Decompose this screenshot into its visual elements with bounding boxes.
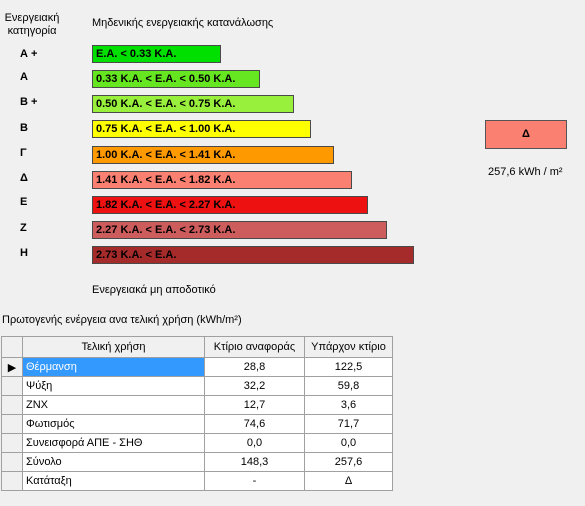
category-bar: 2.73 Κ.Α. < Ε.Α.: [92, 246, 414, 264]
row-header[interactable]: [1, 376, 23, 396]
category-letter: Β +: [20, 96, 38, 108]
category-bar: 0.33 Κ.Α. < Ε.Α. < 0.50 Κ.Α.: [92, 70, 260, 88]
category-letter: Η: [20, 247, 28, 259]
table-row[interactable]: Φωτισμός 74,6 71,7: [1, 414, 393, 434]
table-cell[interactable]: 32,2: [204, 376, 305, 396]
category-letter: Α +: [20, 48, 38, 60]
category-letter: Γ: [20, 147, 27, 159]
table-row[interactable]: ΖΝΧ 12,7 3,6: [1, 395, 393, 415]
category-bar: 0.75 Κ.Α. < Ε.Α. < 1.00 Κ.Α.: [92, 120, 311, 138]
category-header: Ενεργειακή κατηγορία: [2, 12, 62, 38]
category-bar: 1.82 Κ.Α. < Ε.Α. < 2.27 Κ.Α.: [92, 196, 368, 214]
table-row[interactable]: Ψύξη 32,2 59,8: [1, 376, 393, 396]
table-cell[interactable]: Ψύξη: [22, 376, 205, 396]
category-letter: Ζ: [20, 222, 27, 234]
row-header[interactable]: ▶: [1, 357, 23, 377]
table-cell[interactable]: 59,8: [304, 376, 393, 396]
table-row[interactable]: ▶ Θέρμανση 28,8 122,5: [1, 357, 393, 377]
table-cell[interactable]: 148,3: [204, 452, 305, 472]
row-header[interactable]: [1, 452, 23, 472]
table-cell[interactable]: Συνεισφορά ΑΠΕ - ΣΗΘ: [22, 433, 205, 453]
table-cell[interactable]: 257,6: [304, 452, 393, 472]
zero-consumption-label: Μηδενικής ενεργειακής κατανάλωσης: [92, 17, 274, 29]
category-bar: 1.00 Κ.Α. < Ε.Α. < 1.41 Κ.Α.: [92, 146, 334, 164]
table-cell[interactable]: Κατάταξη: [22, 471, 205, 491]
category-letter: Β: [20, 122, 28, 134]
table-cell[interactable]: Φωτισμός: [22, 414, 205, 434]
category-letter: Δ: [20, 172, 28, 184]
table-cell[interactable]: Σύνολο: [22, 452, 205, 472]
table-row[interactable]: Σύνολο 148,3 257,6: [1, 452, 393, 472]
column-header-final-use[interactable]: Τελική χρήση: [22, 336, 205, 358]
row-header[interactable]: [1, 395, 23, 415]
category-header-line1: Ενεργειακή: [4, 12, 60, 24]
table-cell[interactable]: 71,7: [304, 414, 393, 434]
table-row[interactable]: Κατάταξη - Δ: [1, 471, 393, 491]
rating-badge: Δ: [485, 120, 567, 149]
table-cell[interactable]: 74,6: [204, 414, 305, 434]
ineffective-label: Ενεργειακά μη αποδοτικό: [92, 284, 216, 296]
category-bar: Ε.Α. < 0.33 Κ.Α.: [92, 45, 221, 63]
table-row[interactable]: Συνεισφορά ΑΠΕ - ΣΗΘ 0,0 0,0: [1, 433, 393, 453]
row-header[interactable]: [1, 433, 23, 453]
table-cell[interactable]: 28,8: [204, 357, 305, 377]
row-header[interactable]: [1, 414, 23, 434]
energy-use-grid[interactable]: Τελική χρήση Κτίριο αναφοράς Υπάρχον κτί…: [1, 336, 393, 491]
grid-header-row: Τελική χρήση Κτίριο αναφοράς Υπάρχον κτί…: [1, 336, 393, 358]
category-bar: 1.41 Κ.Α. < Ε.Α. < 1.82 Κ.Α.: [92, 171, 352, 189]
column-header-existing-building[interactable]: Υπάρχον κτίριο: [304, 336, 393, 358]
column-header-reference-building[interactable]: Κτίριο αναφοράς: [204, 336, 305, 358]
table-cell[interactable]: Θέρμανση: [22, 357, 205, 377]
grid-corner: [1, 336, 23, 358]
table-cell[interactable]: 0,0: [304, 433, 393, 453]
category-letter: Ε: [20, 196, 28, 208]
table-cell[interactable]: -: [204, 471, 305, 491]
table-cell[interactable]: ΖΝΧ: [22, 395, 205, 415]
table-cell[interactable]: 122,5: [304, 357, 393, 377]
row-header[interactable]: [1, 471, 23, 491]
table-cell[interactable]: Δ: [304, 471, 393, 491]
category-bar: 0.50 Κ.Α. < Ε.Α. < 0.75 Κ.Α.: [92, 95, 294, 113]
table-cell[interactable]: 3,6: [304, 395, 393, 415]
table-cell[interactable]: 0,0: [204, 433, 305, 453]
category-header-line2: κατηγορία: [7, 25, 57, 37]
rating-value: 257,6 kWh / m²: [488, 166, 563, 178]
table-cell[interactable]: 12,7: [204, 395, 305, 415]
grid-title: Πρωτογενής ενέργεια ανα τελική χρήση (kW…: [2, 314, 242, 326]
category-bar: 2.27 Κ.Α. < Ε.Α. < 2.73 Κ.Α.: [92, 221, 387, 239]
category-letter: Α: [20, 71, 28, 83]
